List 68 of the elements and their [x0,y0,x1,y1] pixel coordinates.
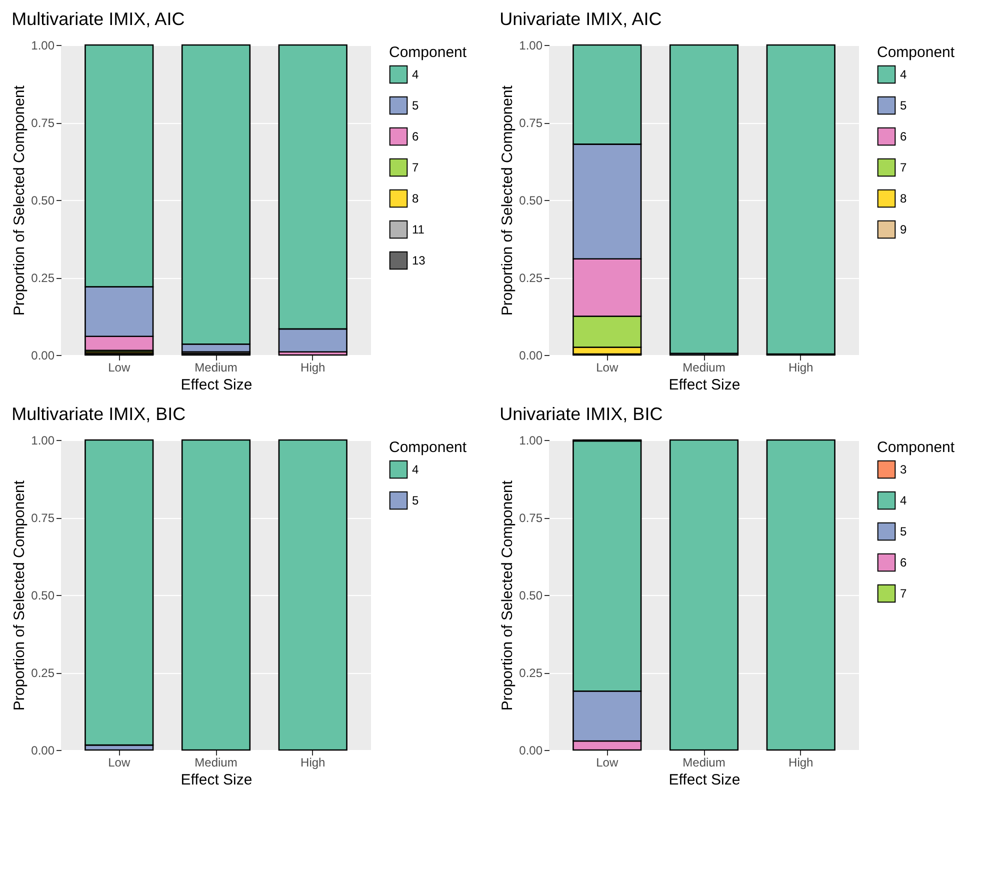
y-tick-label: 0.00 [31,744,55,758]
x-tick-label: Medium [194,756,238,770]
x-axis-title: Effect Size [180,772,252,788]
y-tick-label: 1.00 [519,434,543,448]
x-tick-label: Medium [194,360,238,374]
x-tick-label: Low [596,756,618,770]
y-axis-title: Proportion of Selected Component [499,480,516,711]
chart-title: Univariate IMIX, BIC [500,404,663,424]
x-tick-label: High [788,360,814,374]
legend-label: 5 [900,98,907,112]
legend-label: 8 [900,192,907,206]
y-tick-label: 0.75 [519,116,543,130]
legend-label: 7 [412,160,419,174]
legend-label: 5 [900,524,907,538]
legend-label: 4 [412,462,419,476]
y-tick-label: 0.25 [31,271,55,285]
y-tick-label: 0.25 [519,666,543,680]
y-tick-label: 0.75 [31,116,55,130]
legend-label: 4 [900,494,907,508]
x-tick-label: Medium [682,756,726,770]
legend-label: 5 [412,98,419,112]
y-tick-label: 1.00 [519,38,543,52]
legend-label: 8 [412,192,419,206]
legend-label: 3 [900,462,907,476]
x-tick-label: High [300,756,326,770]
y-tick-label: 0.75 [519,511,543,525]
y-tick-label: 0.25 [519,271,543,285]
x-tick-label: Medium [682,360,726,374]
y-tick-label: 0.50 [519,194,543,208]
chart-title: Multivariate IMIX, BIC [12,404,186,424]
x-axis-title: Effect Size [668,772,740,788]
y-tick-label: 0.00 [519,348,543,362]
y-tick-label: 0.25 [31,666,55,680]
x-tick-label: Low [596,360,618,374]
legend-label: 11 [412,222,425,236]
legend-label: 13 [412,254,426,268]
chart-title: Multivariate IMIX, AIC [12,9,185,29]
x-axis-title: Effect Size [180,376,252,394]
legend-label: 5 [412,494,419,508]
y-tick-label: 0.50 [31,588,55,602]
legend-label: 6 [412,130,419,144]
legend-label: 4 [412,68,419,82]
x-tick-label: High [300,360,326,374]
legend-title: Component [389,439,468,456]
legend-label: 6 [900,556,907,570]
y-tick-label: 1.00 [31,434,55,448]
y-tick-label: 0.75 [31,511,55,525]
legend-label: 7 [900,160,907,174]
y-tick-label: 0.50 [31,194,55,208]
x-axis-title: Effect Size [668,376,740,394]
y-tick-label: 0.00 [31,348,55,362]
legend-title: Component [877,44,956,61]
legend-label: 6 [900,130,907,144]
x-tick-label: High [788,756,814,770]
y-axis-title: Proportion of Selected Component [11,480,28,711]
legend-label: 7 [900,586,907,600]
y-tick-label: 0.00 [519,744,543,758]
y-tick-label: 1.00 [31,38,55,52]
legend-label: 9 [900,222,907,236]
chart-title: Univariate IMIX, AIC [500,9,662,29]
y-tick-label: 0.50 [519,588,543,602]
y-axis-title: Proportion of Selected Component [11,84,28,316]
legend-title: Component [877,439,956,456]
y-axis-title: Proportion of Selected Component [499,84,516,316]
x-tick-label: Low [108,756,130,770]
legend-title: Component [389,44,468,61]
legend-label: 4 [900,68,907,82]
x-tick-label: Low [108,360,130,374]
